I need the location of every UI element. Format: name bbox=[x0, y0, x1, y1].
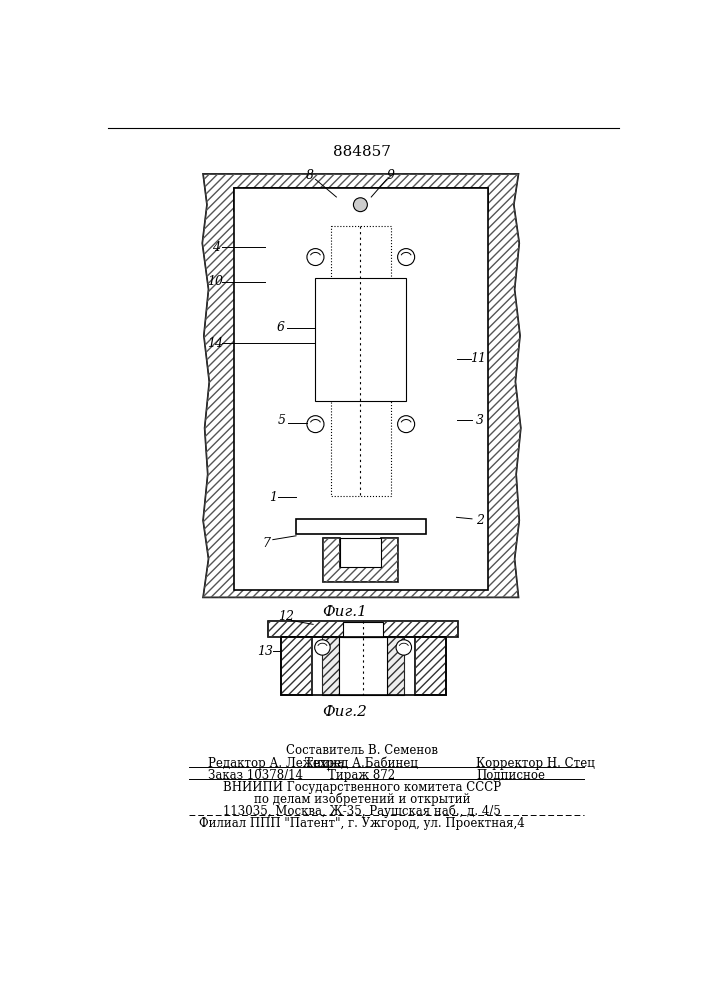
Text: Филиал ППП "Патент", г. Ужгород, ул. Проектная,4: Филиал ППП "Патент", г. Ужгород, ул. Про… bbox=[199, 817, 525, 830]
Bar bbox=[265, 211, 457, 226]
Bar bbox=[340, 192, 381, 215]
Bar bbox=[381, 538, 398, 573]
Bar bbox=[315, 226, 331, 496]
Text: 9: 9 bbox=[387, 169, 395, 182]
Bar bbox=[234, 188, 488, 211]
Text: 3: 3 bbox=[476, 414, 484, 427]
Text: Фиг.2: Фиг.2 bbox=[322, 705, 366, 719]
Bar bbox=[323, 538, 340, 573]
Bar bbox=[265, 226, 315, 519]
Bar bbox=[391, 226, 406, 496]
Text: 13: 13 bbox=[257, 645, 273, 658]
Polygon shape bbox=[323, 538, 398, 582]
Text: 7: 7 bbox=[262, 537, 271, 550]
Text: Составитель В. Семенов: Составитель В. Семенов bbox=[286, 744, 438, 757]
Circle shape bbox=[307, 249, 324, 266]
Bar bbox=[315, 239, 331, 259]
Circle shape bbox=[397, 416, 414, 433]
Bar bbox=[331, 226, 391, 496]
Bar bbox=[281, 637, 312, 695]
Bar bbox=[234, 188, 488, 211]
Bar bbox=[268, 620, 458, 637]
Bar bbox=[323, 538, 340, 573]
Bar bbox=[234, 188, 488, 590]
Bar bbox=[391, 400, 406, 423]
Bar bbox=[406, 226, 457, 519]
Bar bbox=[315, 226, 331, 496]
Bar bbox=[296, 496, 426, 519]
Bar bbox=[339, 637, 387, 695]
Bar bbox=[340, 538, 381, 567]
Text: 1: 1 bbox=[269, 491, 277, 504]
Text: 113035, Москва, Ж-35, Раушская наб., д. 4/5: 113035, Москва, Ж-35, Раушская наб., д. … bbox=[223, 805, 501, 818]
Text: 14: 14 bbox=[206, 337, 223, 350]
Bar bbox=[327, 519, 395, 538]
Text: Редактор А. Лежнина: Редактор А. Лежнина bbox=[209, 757, 344, 770]
Bar bbox=[315, 278, 406, 401]
Text: 2: 2 bbox=[476, 514, 484, 527]
Bar bbox=[387, 637, 404, 695]
Bar bbox=[391, 239, 406, 259]
Bar bbox=[281, 637, 445, 695]
Bar bbox=[361, 226, 391, 242]
Bar bbox=[391, 239, 406, 259]
Bar bbox=[322, 637, 339, 695]
Bar bbox=[391, 226, 406, 496]
Text: 884857: 884857 bbox=[333, 145, 391, 159]
Bar bbox=[381, 538, 398, 573]
Bar bbox=[361, 226, 391, 242]
Text: Фиг.1: Фиг.1 bbox=[322, 605, 366, 619]
Bar bbox=[387, 637, 404, 695]
Text: 4: 4 bbox=[212, 241, 221, 254]
Polygon shape bbox=[202, 174, 521, 597]
Bar bbox=[268, 620, 458, 637]
Text: Тираж 872: Тираж 872 bbox=[328, 769, 395, 782]
Bar bbox=[296, 496, 426, 519]
Text: Подписное: Подписное bbox=[476, 769, 545, 782]
Text: 5: 5 bbox=[278, 414, 286, 427]
Text: 8: 8 bbox=[306, 169, 314, 182]
Text: 10: 10 bbox=[206, 275, 223, 288]
Bar bbox=[331, 226, 361, 242]
Bar bbox=[315, 400, 331, 423]
Bar bbox=[265, 211, 457, 226]
Circle shape bbox=[307, 416, 324, 433]
Bar bbox=[406, 226, 457, 519]
Circle shape bbox=[315, 640, 330, 655]
Text: ВНИИПИ Государственного комитета СССР: ВНИИПИ Государственного комитета СССР bbox=[223, 781, 501, 794]
Bar bbox=[315, 400, 331, 423]
Text: 12: 12 bbox=[278, 610, 294, 623]
Bar bbox=[265, 226, 315, 519]
Bar bbox=[327, 519, 395, 538]
Circle shape bbox=[397, 249, 414, 266]
Circle shape bbox=[354, 198, 368, 212]
Bar bbox=[296, 519, 426, 534]
Bar bbox=[315, 239, 331, 259]
Text: 6: 6 bbox=[276, 321, 285, 334]
Text: Корректор Н. Стец: Корректор Н. Стец bbox=[476, 757, 595, 770]
Bar bbox=[340, 192, 381, 215]
Text: Техред А.Бабинец: Техред А.Бабинец bbox=[305, 757, 419, 770]
Text: по делам изобретений и открытий: по делам изобретений и открытий bbox=[254, 793, 470, 806]
Bar bbox=[343, 622, 383, 637]
Bar bbox=[414, 637, 445, 695]
Bar bbox=[331, 226, 361, 242]
Bar bbox=[322, 637, 339, 695]
Bar bbox=[281, 637, 312, 695]
Circle shape bbox=[396, 640, 411, 655]
Text: Заказ 10378/14: Заказ 10378/14 bbox=[209, 769, 303, 782]
Bar bbox=[414, 637, 445, 695]
Text: 11: 11 bbox=[470, 352, 486, 365]
Bar bbox=[391, 400, 406, 423]
